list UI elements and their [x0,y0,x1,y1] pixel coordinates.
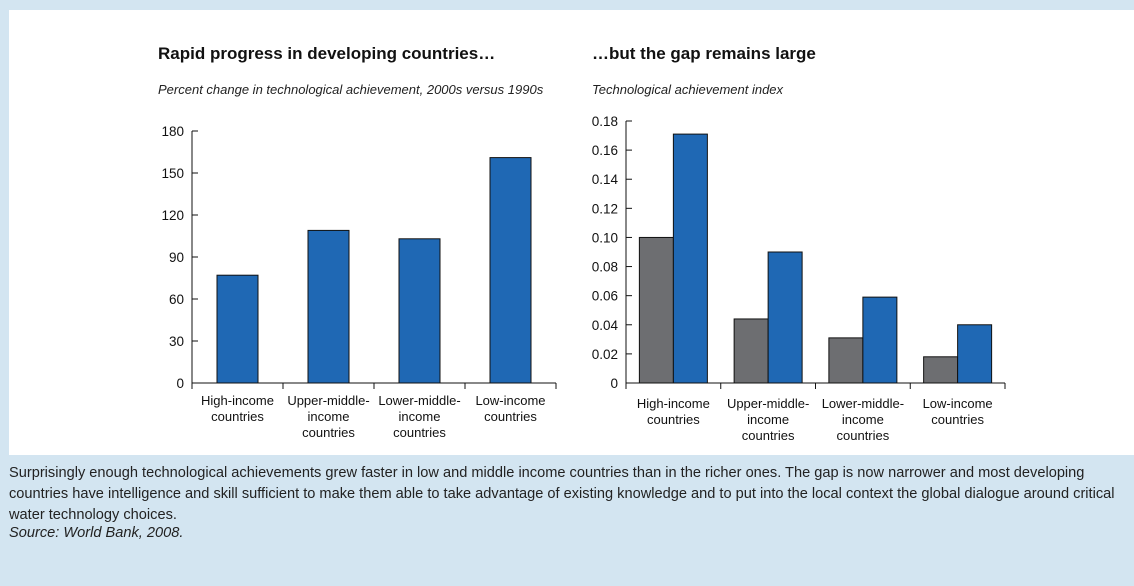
left-chart-x-tick-label: High-income [201,393,274,408]
right-chart-x-tick-label: Lower-middle- [822,396,904,411]
left-chart-bar [216,274,259,384]
right-chart-y-tick-label: 0.06 [592,289,618,304]
right-chart-x-tick-label: High-income [637,396,710,411]
figure-source: Source: World Bank, 2008. [9,525,184,541]
right-chart-y-tick-label: 0.16 [592,143,618,158]
left-chart-x-tick-label: countries [393,425,446,440]
left-chart-y-tick-label: 150 [161,166,184,181]
right-chart-x-tick-label: countries [647,412,700,427]
left-chart-y-tick-label: 180 [161,124,184,139]
right-chart-y-tick-label: 0 [610,376,618,391]
right-chart-y-tick-label: 0.12 [592,201,618,216]
right-chart-bar [638,236,674,384]
left-chart-x-tick-label: countries [484,409,537,424]
right-chart-y-tick-label: 0.18 [592,114,618,129]
right-chart-title: …but the gap remains large [592,44,816,63]
left-chart-bar [307,229,350,384]
right-chart-bar [733,318,769,384]
left-chart-y-tick-label: 90 [169,250,184,265]
right-chart-y-tick-label: 0.08 [592,260,618,275]
right-chart-x-tick-label: income [747,412,789,427]
left-chart-y-tick-label: 30 [169,334,184,349]
right-chart-x-tick-label: income [842,412,884,427]
right-chart-x-tick-label: Low-income [923,396,993,411]
left-chart-y-tick-label: 60 [169,292,184,307]
right-chart-y-tick-label: 0.14 [592,172,619,187]
right-chart-bar [828,337,864,384]
right-chart-y-tick-label: 0.04 [592,318,619,333]
right-chart-y-tick-label: 0.02 [592,347,618,362]
right-chart-y-tick-label: 0.10 [592,230,618,245]
right-chart-bar [862,296,898,384]
right-chart-bar [957,324,993,384]
left-chart-y-tick-label: 0 [176,376,184,391]
left-chart-subtitle: Percent change in technological achievem… [158,82,544,97]
figure-caption: Surprisingly enough technological achiev… [9,465,1115,523]
right-chart-bar [767,251,803,384]
right-chart-x-tick-label: countries [837,428,890,443]
right-chart-subtitle: Technological achievement index [592,82,784,97]
left-chart-x-tick-label: Low-income [475,393,545,408]
right-chart-x-tick-label: Upper-middle- [727,396,809,411]
right-chart-x-tick-label: countries [742,428,795,443]
left-chart-x-tick-label: countries [302,425,355,440]
left-chart-x-tick-label: income [308,409,350,424]
right-chart-bar [672,133,708,384]
left-chart-bar [489,157,532,384]
right-chart-bar [923,356,959,384]
left-chart-title: Rapid progress in developing countries… [158,44,496,63]
right-chart-x-tick-label: countries [931,412,984,427]
left-chart-x-tick-label: Lower-middle- [378,393,460,408]
left-chart-x-tick-label: Upper-middle- [287,393,369,408]
left-chart-y-tick-label: 120 [161,208,184,223]
left-chart-x-tick-label: countries [211,409,264,424]
left-chart-bar [398,238,441,384]
left-chart-x-tick-label: income [399,409,441,424]
